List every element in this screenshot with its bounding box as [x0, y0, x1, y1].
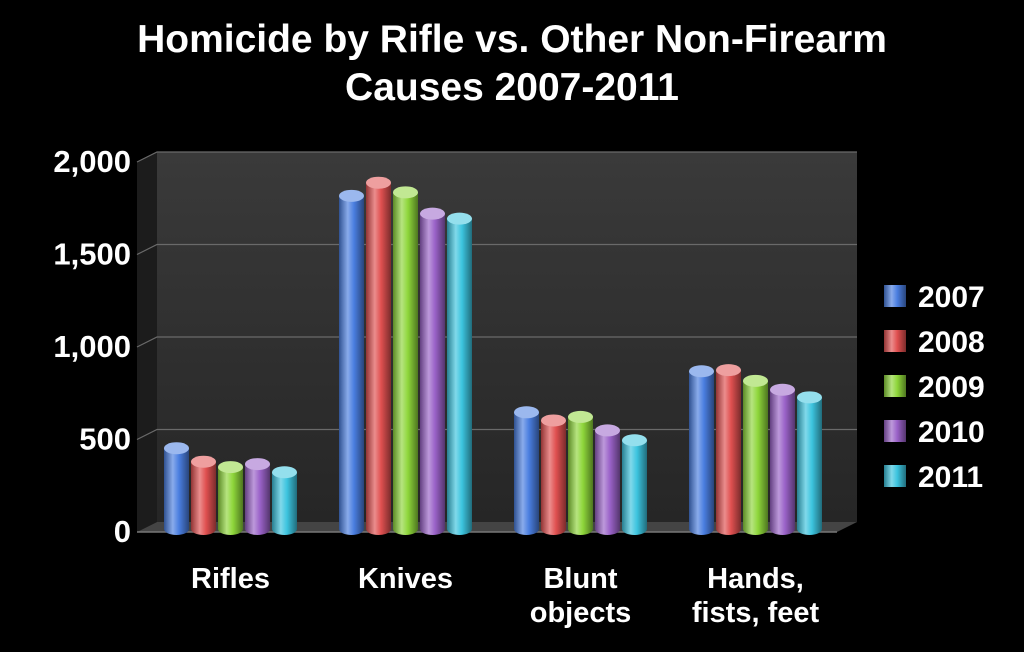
legend-item: 2010	[884, 416, 985, 449]
chart-title-line-2: Causes 2007-2011	[345, 66, 679, 109]
bar	[218, 461, 243, 535]
legend-item: 2011	[884, 461, 983, 494]
gridline	[136, 243, 857, 256]
bar	[272, 466, 297, 535]
legend-swatch	[884, 375, 906, 397]
x-axis: Rifles Knives Blunt objects Hands, fists, fee…	[191, 563, 819, 629]
bar	[366, 176, 391, 535]
gridline	[136, 336, 857, 348]
chart-title: Homicide by Rifle vs. Other Non-Firearm …	[0, 16, 1024, 112]
legend-item: 2007	[884, 281, 985, 314]
x-tick-label: Blunt objects	[530, 563, 632, 629]
legend-item: 2008	[884, 326, 985, 359]
bar	[447, 212, 472, 536]
x-tick-label: Hands, fists, feet	[692, 563, 820, 629]
y-axis: 0 500 1,000 1,500 2,000	[53, 144, 131, 549]
chart-title-line-1: Homicide by Rifle vs. Other Non-Firearm	[137, 18, 887, 61]
bar	[797, 391, 822, 535]
legend-swatch	[884, 420, 906, 442]
bars	[164, 176, 822, 536]
legend-swatch	[884, 465, 906, 487]
bar	[339, 189, 364, 536]
bar	[420, 207, 445, 536]
legend-label: 2009	[918, 371, 985, 404]
bar	[541, 414, 566, 535]
legend-label: 2007	[918, 281, 985, 314]
bar	[770, 383, 795, 535]
y-tick-label: 500	[79, 422, 131, 457]
bar	[568, 410, 593, 535]
x-tick-label: Rifles	[191, 563, 270, 595]
legend-item: 2009	[884, 371, 985, 404]
floor	[137, 522, 857, 532]
bar	[191, 455, 216, 535]
bar	[716, 364, 741, 535]
y-tick-label: 0	[114, 514, 131, 549]
gridline	[136, 151, 857, 163]
legend-label: 2011	[918, 461, 983, 494]
y-tick-label: 1,000	[53, 329, 131, 364]
bar	[514, 406, 539, 535]
legend-label: 2010	[918, 416, 985, 449]
gridlines	[136, 151, 857, 441]
legend-swatch	[884, 285, 906, 307]
legend-label: 2008	[918, 326, 985, 359]
legend: 2007 2008 2009 2010 2011	[884, 281, 985, 494]
bar	[595, 424, 620, 535]
bar	[164, 442, 189, 535]
gridline	[136, 428, 857, 441]
bar	[689, 365, 714, 535]
bar	[743, 374, 768, 535]
x-tick-label: Knives	[358, 563, 453, 595]
bar	[622, 434, 647, 535]
y-tick-label: 1,500	[53, 237, 131, 272]
legend-swatch	[884, 330, 906, 352]
bar	[393, 186, 418, 535]
bar	[245, 458, 270, 535]
y-tick-label: 2,000	[53, 144, 131, 179]
